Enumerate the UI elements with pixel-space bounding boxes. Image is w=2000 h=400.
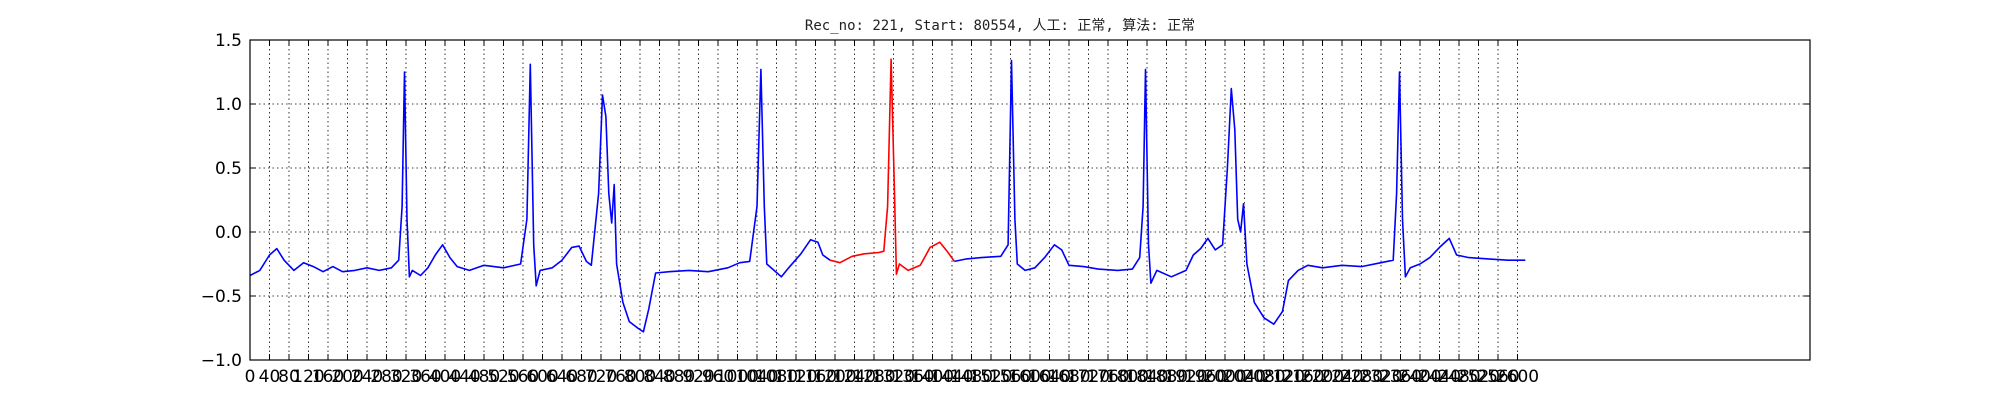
- y-tick-label: 0.0: [215, 223, 242, 243]
- x-tick-label: 1040: [735, 367, 778, 387]
- x-tick-label: 2040: [1223, 367, 1266, 387]
- x-tick-label: 2000: [1203, 367, 1246, 387]
- x-tick-label: 480: [468, 367, 500, 387]
- x-tick-label: 2480: [1437, 367, 1480, 387]
- x-tick-label: 1960: [1184, 367, 1227, 387]
- x-tick-label: 2560: [1476, 367, 1519, 387]
- x-tick-label: 1640: [1028, 367, 1071, 387]
- y-axis: 1.5 1.0 0.5 0.0 −0.5 −1.0: [201, 31, 1810, 371]
- x-tick-label: 1680: [1047, 367, 1090, 387]
- x-tick-label: 2360: [1379, 367, 1422, 387]
- x-tick-label: 1000: [716, 367, 759, 387]
- x-tick-label: 1520: [969, 367, 1012, 387]
- ecg-trace-segment-2: [829, 58, 956, 275]
- x-tick-label: 1560: [989, 367, 1032, 387]
- x-tick-label: 2400: [1398, 367, 1441, 387]
- x-tick-label: 360: [409, 367, 441, 387]
- x-tick-label: 1320: [872, 367, 915, 387]
- y-tick-label: −1.0: [201, 351, 242, 371]
- y-tick-label: 1.5: [215, 31, 242, 51]
- x-tick-label: 40: [259, 367, 281, 387]
- x-tick-label: 2080: [1242, 367, 1285, 387]
- x-tick-label: 240: [351, 367, 383, 387]
- y-tick-label: 1.0: [215, 95, 242, 115]
- x-tick-label: 2120: [1262, 367, 1305, 387]
- x-tick-label: 1400: [911, 367, 954, 387]
- x-tick-label: 1200: [813, 367, 856, 387]
- x-tick-label: 720: [585, 367, 617, 387]
- x-tick-label: 1840: [1125, 367, 1168, 387]
- x-tick-label: 2520: [1457, 367, 1500, 387]
- x-tick-label: 1800: [1106, 367, 1149, 387]
- x-tick-label: 0: [245, 367, 256, 387]
- x-tick-label: 120: [292, 367, 324, 387]
- x-tick-label: 2200: [1301, 367, 1344, 387]
- x-tick-label: 2320: [1359, 367, 1402, 387]
- x-tick-label: 1240: [833, 367, 876, 387]
- chart-title: Rec_no: 221, Start: 80554, 人工: 正常, 算法: 正…: [805, 18, 1195, 34]
- x-tick-label: 560: [507, 367, 539, 387]
- x-tick-label: 920: [682, 367, 714, 387]
- x-tick-label: 80: [278, 367, 300, 387]
- x-tick-label: 960: [702, 367, 734, 387]
- ecg-trace-segment-3: [954, 59, 1526, 325]
- x-tick-label: 400: [429, 367, 461, 387]
- x-tick-label: 880: [663, 367, 695, 387]
- x-tick-label: 600: [526, 367, 558, 387]
- x-tick-label: 2600: [1496, 367, 1539, 387]
- x-tick-label: 1760: [1086, 367, 1129, 387]
- x-tick-label: 2240: [1320, 367, 1363, 387]
- x-tick-label: 1120: [774, 367, 817, 387]
- x-tick-label: 160: [312, 367, 344, 387]
- x-tick-label: 1440: [930, 367, 973, 387]
- x-tick-label: 1360: [891, 367, 934, 387]
- x-tick-label: 440: [448, 367, 480, 387]
- series-group: [249, 58, 1526, 333]
- x-tick-label: 800: [624, 367, 656, 387]
- x-tick-label: 1280: [852, 367, 895, 387]
- x-tick-label: 2280: [1340, 367, 1383, 387]
- x-axis: 0 408012016020024028032036040044048052056…: [245, 40, 1539, 387]
- y-tick-label: −0.5: [201, 287, 242, 307]
- x-tick-label: 320: [390, 367, 422, 387]
- x-tick-label: 1080: [755, 367, 798, 387]
- x-tick-label: 640: [546, 367, 578, 387]
- x-tick-label: 200: [331, 367, 363, 387]
- x-tick-label: 1160: [794, 367, 837, 387]
- x-tick-label: 1480: [950, 367, 993, 387]
- x-tick-label: 1720: [1067, 367, 1110, 387]
- ecg-trace-segment-1: [249, 63, 831, 333]
- x-tick-label: 840: [643, 367, 675, 387]
- x-tick-label: 1880: [1145, 367, 1188, 387]
- x-tick-label: 280: [370, 367, 402, 387]
- x-tick-label: 520: [487, 367, 519, 387]
- x-tick-label: 2160: [1281, 367, 1324, 387]
- grid-lines: [249, 39, 1810, 361]
- x-tick-label: 680: [565, 367, 597, 387]
- x-tick-label: 2440: [1418, 367, 1461, 387]
- x-tick-label: 1920: [1164, 367, 1207, 387]
- y-tick-label: 0.5: [215, 159, 242, 179]
- x-tick-label: 760: [604, 367, 636, 387]
- x-tick-label: 1600: [1008, 367, 1051, 387]
